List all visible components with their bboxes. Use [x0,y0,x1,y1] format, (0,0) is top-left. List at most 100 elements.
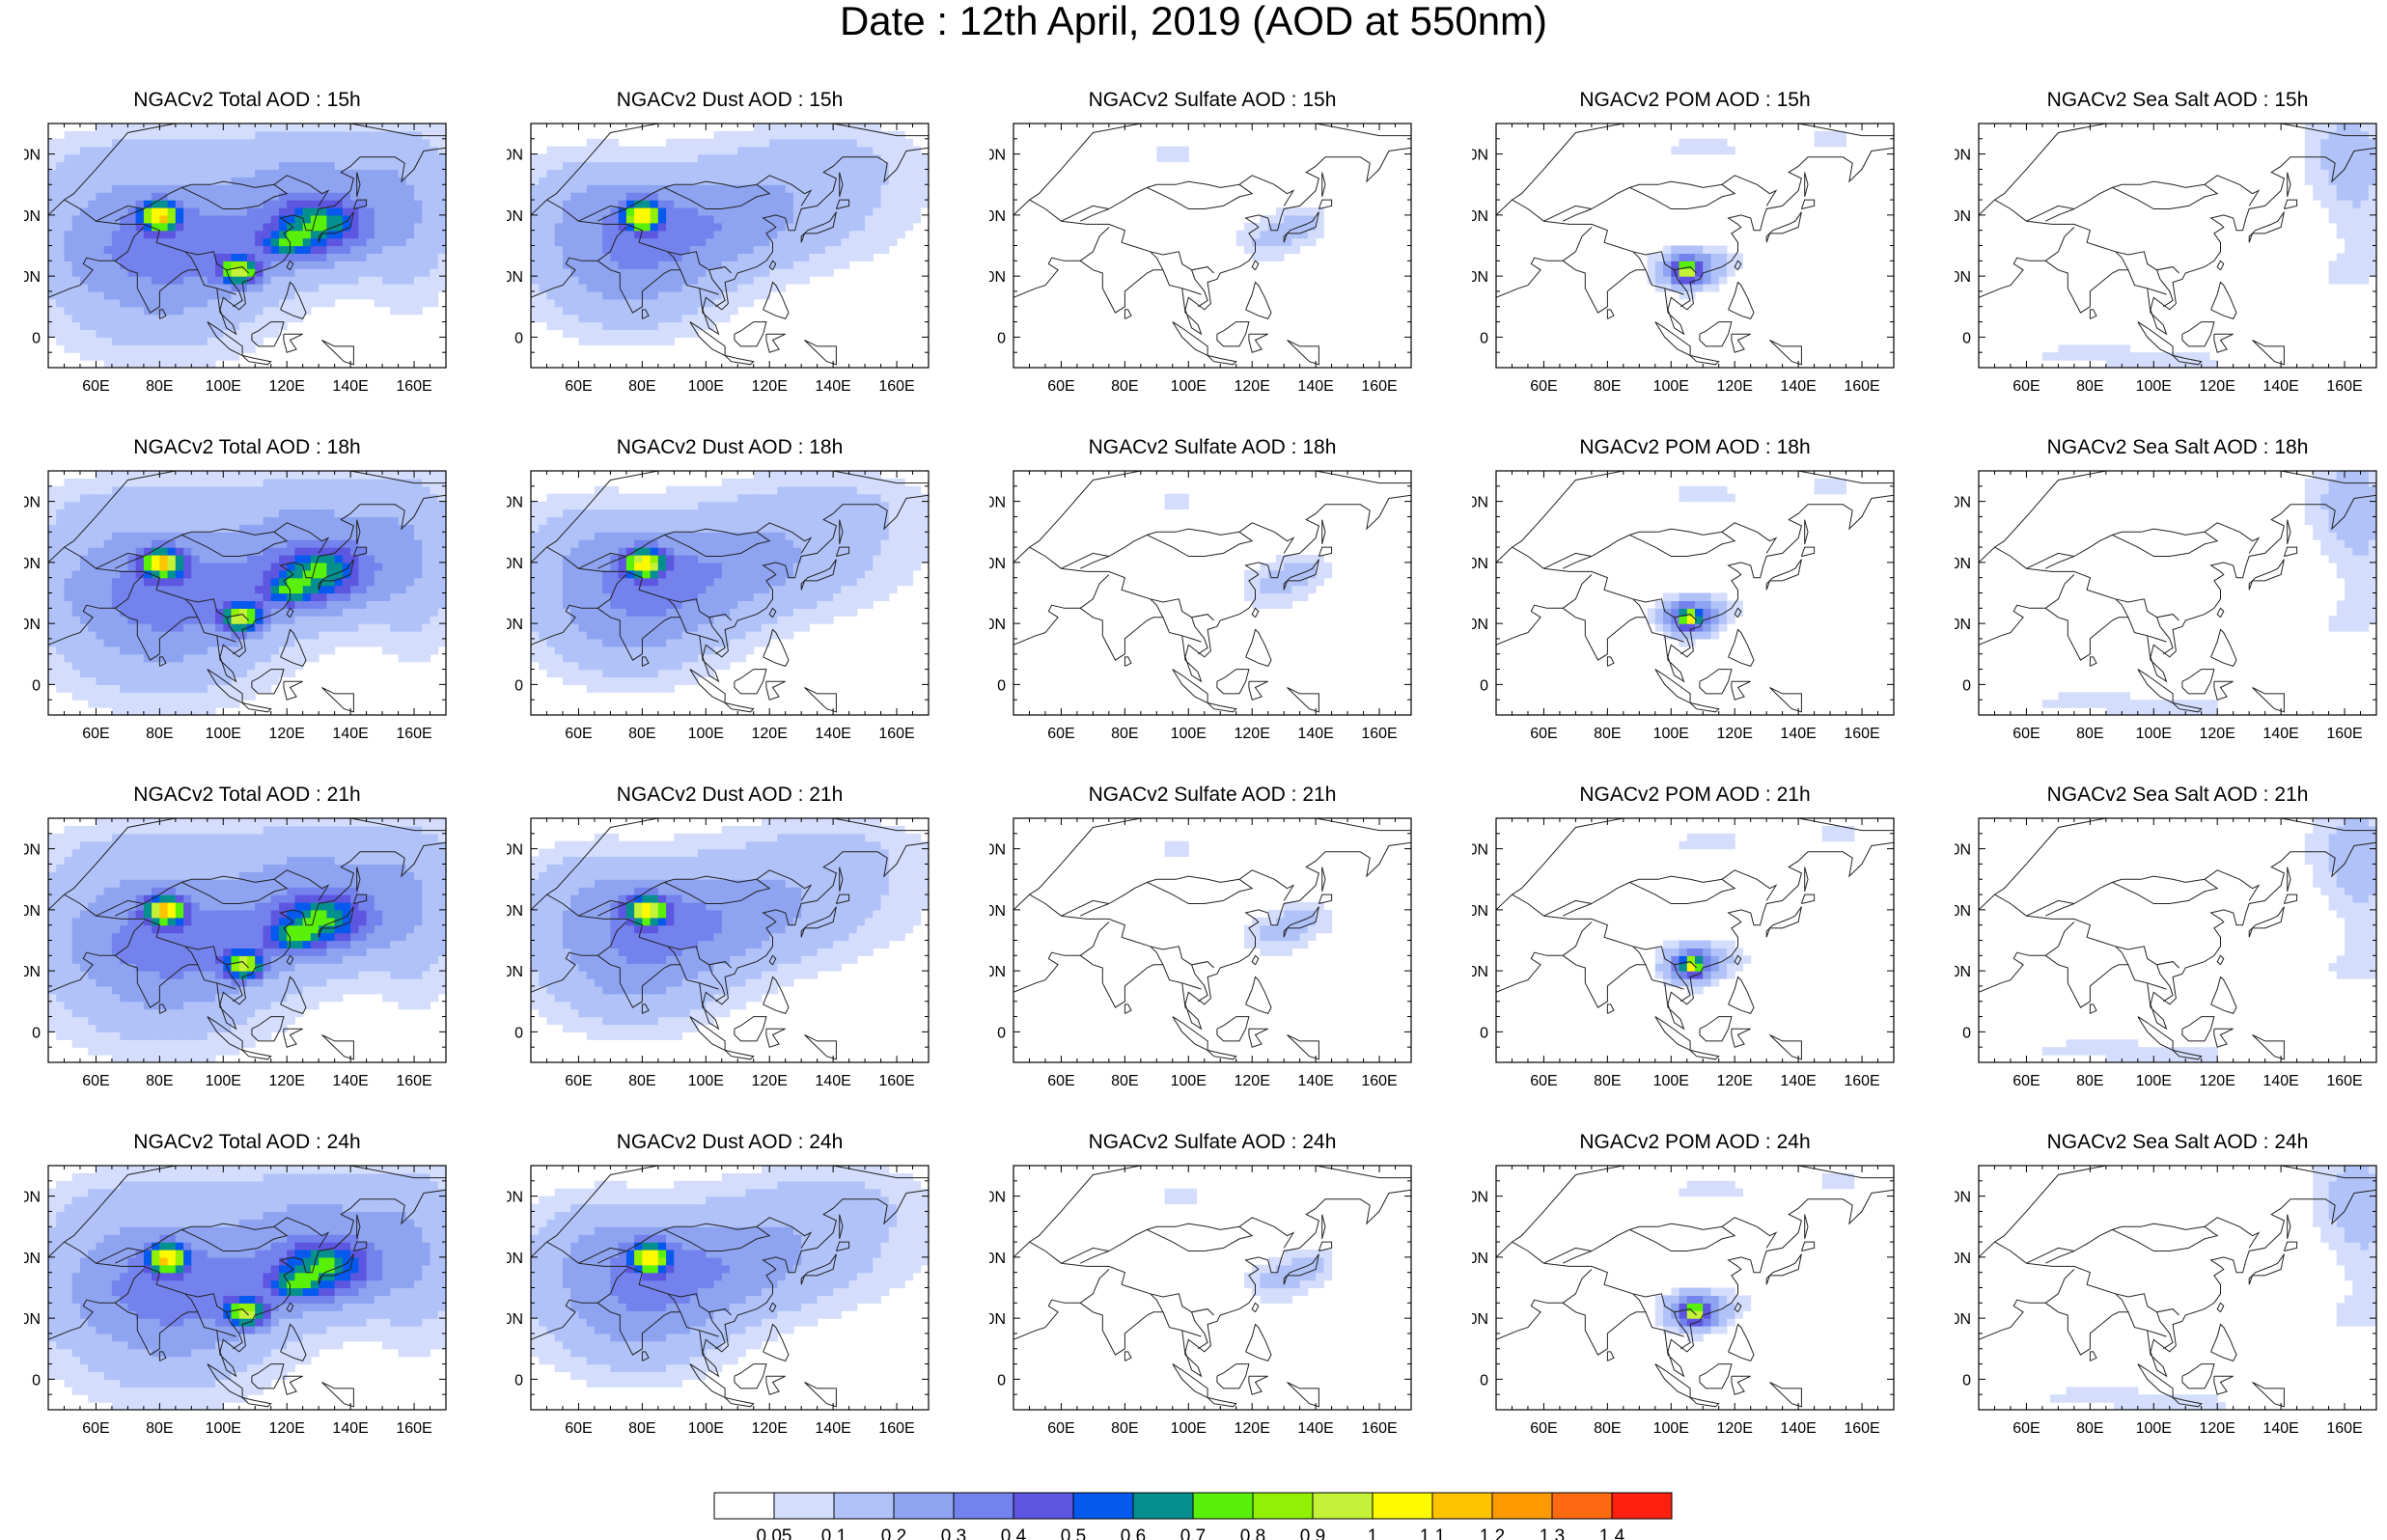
lon-tick-label: 100E [2136,1073,2172,1089]
panel-title: NGACv2 Total AOD : 18h [133,436,361,458]
lat-tick-label: 60N [1955,842,1971,859]
panel-title: NGACv2 Sulfate AOD : 24h [1088,1131,1337,1153]
lon-tick-label: 80E [2076,1420,2103,1437]
lon-tick-label: 140E [2262,378,2298,395]
lat-tick-label: 40N [1955,903,1971,920]
lon-tick-label: 160E [1361,1420,1397,1437]
map-panel: NGACv2 Sulfate AOD : 21h 60E 80E 100E 120E 14… [989,782,1472,1129]
lat-tick-label: 40N [507,556,523,572]
coastlines [1496,1166,1894,1408]
aod-map: 60E 80E 100E 120E 140E 160E 60N 40N 20N 0 [507,1165,930,1437]
map-panel: NGACv2 POM AOD : 15h 60E 80E 100E 120E 140E 16… [1472,87,1955,434]
lat-tick-label: 40N [24,1251,41,1267]
aod-field [531,818,929,1040]
lon-tick-label: 140E [332,726,368,742]
lon-tick-label: 100E [206,726,241,742]
lon-tick-label: 160E [878,1420,914,1437]
map-panel: NGACv2 Sulfate AOD : 24h 60E 80E 100E 120E 14… [989,1129,1472,1476]
lat-tick-label: 40N [1472,1251,1488,1267]
coastlines [48,471,446,713]
map-frame [1013,470,1412,716]
panel-title: NGACv2 POM AOD : 18h [1579,436,1811,458]
lon-tick-label: 160E [1361,726,1397,742]
lon-tick-label: 80E [1594,1420,1621,1437]
lat-tick-label: 40N [989,556,1006,572]
lat-tick-label: 60N [507,495,523,511]
coastlines [531,471,929,713]
lon-tick-label: 140E [1297,726,1333,742]
lon-tick-label: 140E [332,1420,368,1437]
map-frame [1013,817,1412,1063]
lon-tick-label: 60E [82,378,109,395]
lon-tick-label: 120E [1235,1420,1270,1437]
lon-tick-label: 100E [206,378,241,395]
panel-title: NGACv2 Total AOD : 15h [133,89,361,111]
map-frame [1013,123,1412,369]
map-panel: NGACv2 POM AOD : 21h 60E 80E 100E 120E 140E 16… [1472,782,1955,1129]
lon-tick-label: 160E [396,378,431,395]
lat-tick-label: 40N [24,903,41,920]
lon-tick-label: 60E [565,726,592,742]
aod-map: 60E 80E 100E 120E 140E 160E 60N 40N 20N 0 [989,817,1412,1089]
lon-tick-label: 80E [1111,726,1138,742]
lon-tick-label: 120E [2200,1420,2235,1437]
panel-title: NGACv2 Dust AOD : 21h [616,784,844,806]
lon-tick-label: 60E [1530,726,1557,742]
lon-tick-label: 100E [2136,1420,2172,1437]
lon-tick-label: 160E [1844,378,1879,395]
lon-tick-label: 140E [2262,726,2298,742]
lat-tick-label: 20N [1472,964,1488,980]
map-panel: NGACv2 Sea Salt AOD : 24h 60E 80E 100E 120E 1… [1955,1129,2387,1476]
panel-title: NGACv2 Total AOD : 21h [133,784,361,806]
map-panel: NGACv2 Sea Salt AOD : 21h 60E 80E 100E 120E 1… [1955,782,2387,1129]
lat-tick-label: 20N [507,964,523,980]
lon-tick-label: 80E [1111,1073,1138,1089]
lon-tick-label: 160E [1844,1073,1879,1089]
coastlines [531,1166,929,1408]
lat-tick-label: 0 [1480,677,1488,694]
map-panel: NGACv2 Sulfate AOD : 15h 60E 80E 100E 120E 14… [989,87,1472,434]
lon-tick-label: 100E [1171,726,1207,742]
aod-map: 60E 80E 100E 120E 140E 160E 60N 40N 20N 0 [1955,1165,2377,1437]
panel-title: NGACv2 Dust AOD : 15h [616,89,844,111]
aod-map: 60E 80E 100E 120E 140E 160E 60N 40N 20N 0 [1472,817,1895,1089]
lat-tick-label: 20N [989,617,1006,633]
lat-tick-label: 60N [1472,148,1488,164]
lat-tick-label: 0 [514,330,523,346]
lat-tick-label: 40N [24,208,41,225]
figure-title: Date : 12th April, 2019 (AOD at 550nm) [839,0,1548,43]
panel-title: NGACv2 Sea Salt AOD : 15h [2046,89,2309,111]
lon-tick-label: 100E [1171,1420,1207,1437]
lon-tick-label: 100E [688,378,724,395]
lon-tick-label: 160E [396,726,431,742]
aod-map: 60E 80E 100E 120E 140E 160E 60N 40N 20N 0 [507,817,930,1089]
lon-tick-label: 100E [688,726,724,742]
lon-tick-label: 100E [1171,1073,1207,1089]
lat-tick-label: 0 [997,330,1006,346]
lon-tick-label: 120E [2200,726,2235,742]
lat-tick-label: 60N [989,495,1006,511]
coastlines [1013,124,1411,366]
aod-map: 60E 80E 100E 120E 140E 160E 60N 40N 20N 0 [507,123,930,395]
lon-tick-label: 140E [815,378,850,395]
lat-tick-label: 20N [989,269,1006,286]
map-panel: NGACv2 Dust AOD : 21h 60E 80E 100E 120E 140E 1… [507,782,989,1129]
lon-tick-label: 80E [628,726,655,742]
lat-tick-label: 0 [1962,677,1971,694]
lat-tick-label: 40N [1955,556,1971,572]
lat-tick-label: 60N [1955,1190,1971,1206]
coastlines [48,124,446,366]
lon-tick-label: 120E [1717,726,1753,742]
lon-tick-label: 100E [688,1420,724,1437]
lon-tick-label: 160E [2326,378,2362,395]
lon-tick-label: 60E [1530,1073,1557,1089]
aod-field [2050,1166,2376,1410]
aod-field [531,471,929,693]
lon-tick-label: 100E [1653,378,1689,395]
coastlines [1013,471,1411,713]
aod-field [1654,825,1855,995]
map-frame [1013,1165,1412,1411]
lon-tick-label: 60E [82,1420,109,1437]
lon-tick-label: 80E [146,726,173,742]
